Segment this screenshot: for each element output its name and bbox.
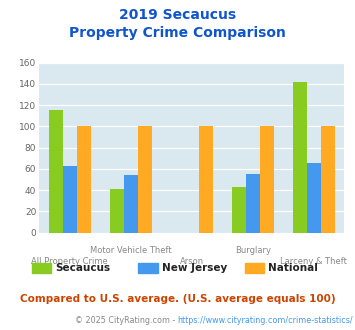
- Text: 2019 Secaucus: 2019 Secaucus: [119, 8, 236, 22]
- Text: Secaucus: Secaucus: [55, 263, 110, 273]
- Text: National: National: [268, 263, 318, 273]
- Bar: [124, 175, 138, 233]
- Bar: [293, 82, 307, 233]
- Text: Larceny & Theft: Larceny & Theft: [280, 257, 347, 266]
- Bar: [77, 126, 91, 233]
- Text: Property Crime Comparison: Property Crime Comparison: [69, 26, 286, 40]
- Bar: [49, 111, 62, 233]
- Bar: [246, 174, 260, 233]
- Text: Compared to U.S. average. (U.S. average equals 100): Compared to U.S. average. (U.S. average …: [20, 294, 335, 304]
- Bar: [138, 126, 152, 233]
- Text: © 2025 CityRating.com -: © 2025 CityRating.com -: [75, 315, 178, 325]
- Text: New Jersey: New Jersey: [162, 263, 227, 273]
- Bar: [62, 166, 77, 233]
- Text: All Property Crime: All Property Crime: [31, 257, 108, 266]
- Bar: [110, 189, 124, 233]
- Text: Motor Vehicle Theft: Motor Vehicle Theft: [90, 246, 171, 255]
- Bar: [321, 126, 335, 233]
- Bar: [199, 126, 213, 233]
- Text: https://www.cityrating.com/crime-statistics/: https://www.cityrating.com/crime-statist…: [178, 315, 353, 325]
- Text: Arson: Arson: [180, 257, 204, 266]
- Text: Burglary: Burglary: [235, 246, 271, 255]
- Bar: [232, 187, 246, 233]
- Bar: [260, 126, 274, 233]
- Bar: [307, 163, 321, 233]
